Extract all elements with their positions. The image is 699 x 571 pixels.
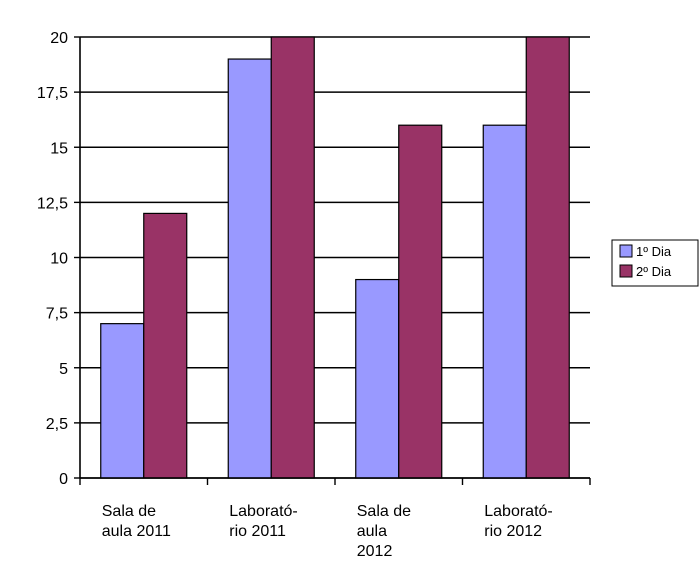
- y-axis-ticks: 0 2,5 5 7,5 10 12,5 15 17,5 20: [37, 30, 80, 488]
- x-tick-label: Sala de aula 2012: [357, 503, 411, 560]
- x-tick-label-line: Sala de: [102, 503, 156, 520]
- x-tick-label-line: Laborató-: [484, 503, 553, 520]
- legend: 1º Dia 2º Dia: [611, 239, 699, 287]
- legend-label: 1º Dia: [636, 244, 672, 259]
- y-tick-label: 10: [50, 251, 68, 268]
- bar: [100, 323, 145, 479]
- bar: [525, 36, 570, 479]
- y-tick-label: 5: [59, 361, 68, 378]
- x-tick-label: Laborató-rio 2011: [229, 503, 298, 540]
- legend-swatch: [619, 244, 633, 258]
- y-tick-label: 0: [59, 471, 68, 488]
- y-tick-label: 15: [50, 140, 68, 157]
- x-tick-label-line: Laborató-: [229, 503, 298, 520]
- x-tick-label-line: rio 2012: [484, 523, 542, 540]
- x-tick-label-line: 2012: [357, 543, 393, 560]
- legend-label: 2º Dia: [636, 264, 672, 279]
- x-tick-label: Sala de aula 2011: [102, 503, 171, 540]
- x-tick-label: Laborató-rio 2012: [484, 503, 553, 540]
- y-tick-label: 2,5: [46, 416, 68, 433]
- legend-swatch: [619, 264, 633, 278]
- bar: [355, 278, 400, 479]
- x-axis-ticks: Sala de aula 2011 Laborató-rio 2011 Sala de…: [79, 478, 591, 560]
- x-tick-label-line: Sala de: [357, 503, 411, 520]
- bar: [482, 124, 527, 479]
- y-tick-label: 20: [50, 30, 68, 47]
- bar: [270, 36, 315, 479]
- bar: [227, 58, 272, 479]
- bar: [143, 212, 188, 479]
- y-tick-label: 12,5: [37, 195, 68, 212]
- bar: [398, 124, 443, 479]
- x-tick-label-line: aula 2011: [102, 523, 171, 540]
- y-tick-label: 7,5: [46, 306, 68, 323]
- y-tick-label: 17,5: [37, 85, 68, 102]
- x-tick-label-line: rio 2011: [229, 523, 286, 540]
- x-tick-label-line: aula: [357, 523, 387, 540]
- bars: [100, 36, 570, 479]
